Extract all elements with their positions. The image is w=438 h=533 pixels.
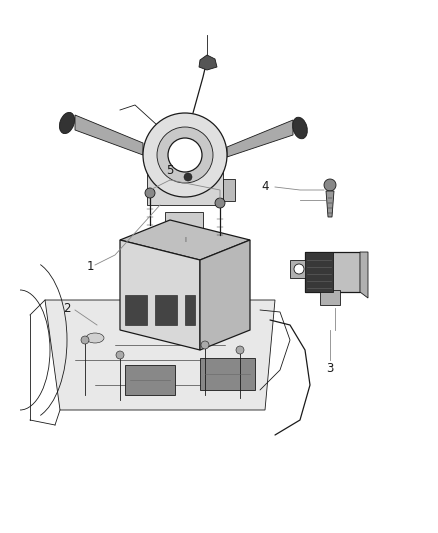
Text: 3: 3 (326, 361, 334, 375)
Circle shape (143, 113, 227, 197)
Polygon shape (227, 120, 293, 157)
Circle shape (81, 336, 89, 344)
Bar (165, 212, 203, 230)
Text: I: I (184, 237, 186, 243)
Polygon shape (120, 240, 200, 350)
Text: 5: 5 (166, 164, 174, 176)
Circle shape (184, 173, 192, 181)
Polygon shape (199, 55, 217, 70)
Circle shape (236, 346, 244, 354)
Ellipse shape (60, 112, 74, 134)
Ellipse shape (86, 333, 104, 343)
Ellipse shape (293, 117, 307, 139)
Text: 2: 2 (63, 302, 71, 314)
Polygon shape (360, 252, 368, 298)
Bar (125, 365, 175, 395)
Bar (125, 295, 147, 325)
Circle shape (157, 127, 213, 183)
Text: 4: 4 (261, 181, 269, 193)
Polygon shape (75, 115, 143, 155)
Text: 1: 1 (86, 261, 94, 273)
Ellipse shape (188, 334, 202, 342)
Circle shape (116, 351, 124, 359)
Circle shape (145, 188, 155, 198)
Bar (223, 179, 235, 201)
Bar (305, 252, 333, 292)
Bar (155, 295, 177, 325)
Circle shape (324, 179, 336, 191)
Bar (200, 358, 255, 390)
Bar (147, 170, 223, 205)
Circle shape (201, 341, 209, 349)
Bar (305, 252, 360, 292)
Bar (320, 290, 340, 305)
Circle shape (215, 198, 225, 208)
Bar (185, 295, 195, 325)
Polygon shape (45, 300, 275, 410)
Polygon shape (326, 191, 334, 217)
Circle shape (168, 138, 202, 172)
Polygon shape (120, 220, 250, 260)
Polygon shape (200, 240, 250, 350)
Bar (290, 260, 308, 278)
Circle shape (294, 264, 304, 274)
